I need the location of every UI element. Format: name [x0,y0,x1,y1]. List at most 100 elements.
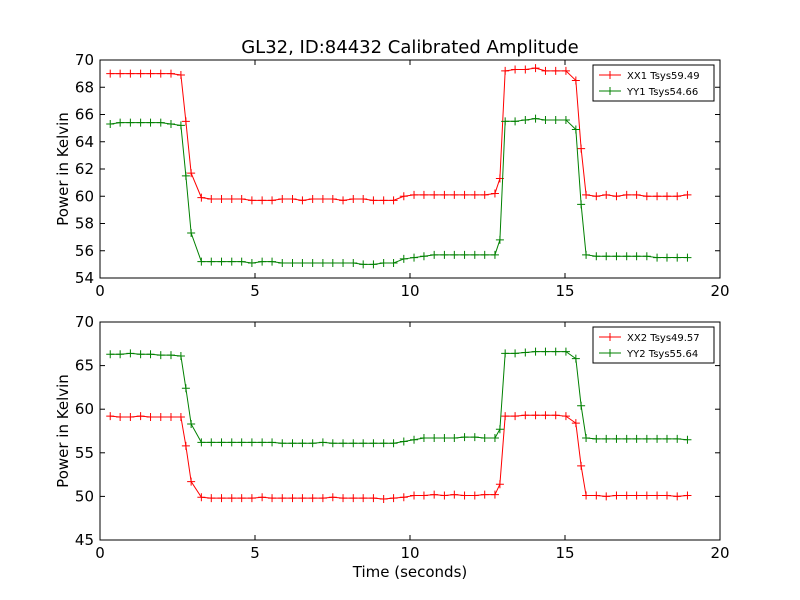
series-xx1-tsys59-49-point [237,194,246,203]
series-xx1-tsys59-49-point [359,194,368,203]
series-xx2-tsys49-57-point [247,494,256,503]
series-xx1-tsys59-49-point [379,196,388,205]
series-xx2-tsys49-57-point [571,419,580,428]
series-yy1-tsys54-66-point [683,253,692,262]
series-xx1-tsys59-49-point [156,69,165,78]
series-xx2-tsys49-57-point [207,494,216,503]
series-yy2-tsys55-64-point [197,438,206,447]
series-xx2-tsys49-57-point [642,491,651,500]
x-tick-label: 15 [555,544,574,562]
series-xx1-tsys59-49-point [318,194,327,203]
series-yy1-tsys54-66-point [349,259,358,268]
series-yy1-tsys54-66-point [217,257,226,266]
series-xx2-tsys49-57-point [410,491,419,500]
series-xx1-tsys59-49-point [612,192,621,201]
series-yy2-tsys55-64-point [379,439,388,448]
x-tick-label: 15 [555,282,574,300]
series-yy2-tsys55-64-point [318,438,327,447]
series-xx2-tsys49-57-point [328,493,337,502]
series-xx2-tsys49-57-point [349,494,358,503]
series-yy2-tsys55-64-point [511,349,520,358]
series-xx1-tsys59-49-point [577,144,586,153]
series-yy2-tsys55-64-point [156,351,165,360]
series-yy1-tsys54-66-point [501,117,510,126]
series-yy2-tsys55-64-point [673,434,682,443]
series-yy1-tsys54-66-point [673,253,682,262]
series-yy2-tsys55-64-point [126,349,135,358]
series-yy1-tsys54-66-point [156,118,165,127]
series-yy2-tsys55-64-point [399,437,408,446]
series-yy1-tsys54-66-point [642,252,651,261]
series-xx2-tsys49-57-point [490,490,499,499]
series-yy1-tsys54-66-point [521,115,530,124]
x-tick-label: 10 [400,282,419,300]
series-yy2-tsys55-64-point [430,433,439,442]
legend-yy1-tsys54-66-marker [606,87,614,95]
chart-title: GL32, ID:84432 Calibrated Amplitude [241,37,579,58]
series-xx1-tsys59-49-point [268,196,277,205]
series-xx1-tsys59-49-point [288,194,297,203]
series-xx2-tsys49-57-point [511,412,520,421]
series-yy1-tsys54-66-point [278,259,287,268]
series-yy2-tsys55-64-point [582,433,591,442]
y-tick-label: 55 [75,444,94,462]
series-xx2-tsys49-57-point [116,413,125,422]
x-tick-label: 5 [250,544,260,562]
series-xx2-tsys49-57-point [308,494,317,503]
series-yy1-tsys54-66-point [237,257,246,266]
series-yy1-tsys54-66-line [110,118,688,265]
series-xx1-tsys59-49-point [227,194,236,203]
series-xx2-tsys49-57-point [258,493,267,502]
series-yy1-tsys54-66-point [551,115,560,124]
series-yy2-tsys55-64-point [470,433,479,442]
series-yy2-tsys55-64-point [490,433,499,442]
series-xx2-tsys49-57-point [166,413,175,422]
series-yy1-tsys54-66-point [571,125,580,134]
series-xx1-tsys59-49-point [571,76,580,85]
series-xx2-tsys49-57-point [673,492,682,501]
series-yy2-tsys55-64-point [106,350,115,359]
series-yy2-tsys55-64-point [410,435,419,444]
series-xx1-tsys59-49-point [258,196,267,205]
series-xx2-tsys49-57-point [612,491,621,500]
x-tick-label: 20 [710,544,729,562]
legend-xx2-tsys49-57-label: XX2 Tsys49.57 [627,333,700,344]
series-yy1-tsys54-66-point [166,120,175,129]
series-xx2-tsys49-57-point [480,490,489,499]
series-yy1-tsys54-66-point [187,229,196,238]
series-xx2-tsys49-57-point [622,491,631,500]
series-yy2-tsys55-64-point [521,348,530,357]
series-yy1-tsys54-66-point [369,260,378,269]
series-yy2-tsys55-64-point [288,439,297,448]
series-yy2-tsys55-64-point [642,434,651,443]
y-tick-label: 70 [75,51,94,69]
series-yy2-tsys55-64-point [561,347,570,356]
y-tick-label: 68 [75,78,94,96]
y-tick-label: 50 [75,487,94,505]
series-yy2-tsys55-64-point [460,433,469,442]
series-yy1-tsys54-66-point [379,259,388,268]
series-xx1-tsys59-49-point [419,190,428,199]
legend-yy2-tsys55-64-marker [606,349,614,357]
series-yy2-tsys55-64-point [146,350,155,359]
series-yy2-tsys55-64-point [632,434,641,443]
series-yy1-tsys54-66-point [582,250,591,259]
series-xx1-tsys59-49-point [369,196,378,205]
series-xx2-tsys49-57-group [106,411,692,504]
series-xx2-tsys49-57-point [662,491,671,500]
series-yy2-tsys55-64-point [268,438,277,447]
series-xx2-tsys49-57-point [389,494,398,503]
series-yy2-tsys55-64-point [531,347,540,356]
series-xx2-tsys49-57-point [217,494,226,503]
series-xx1-tsys59-49-point [176,70,185,79]
legend-xx2-tsys49-57-marker [606,333,614,341]
series-yy1-tsys54-66-point [612,252,621,261]
series-yy1-tsys54-66-point [399,254,408,263]
series-yy2-tsys55-64-point [662,434,671,443]
series-xx2-tsys49-57-point [440,491,449,500]
series-xx1-tsys59-49-point [207,194,216,203]
series-xx1-tsys59-49-point [430,190,439,199]
series-yy1-tsys54-66-point [136,118,145,127]
series-yy1-tsys54-66-point [430,250,439,259]
series-yy2-tsys55-64-point [450,433,459,442]
